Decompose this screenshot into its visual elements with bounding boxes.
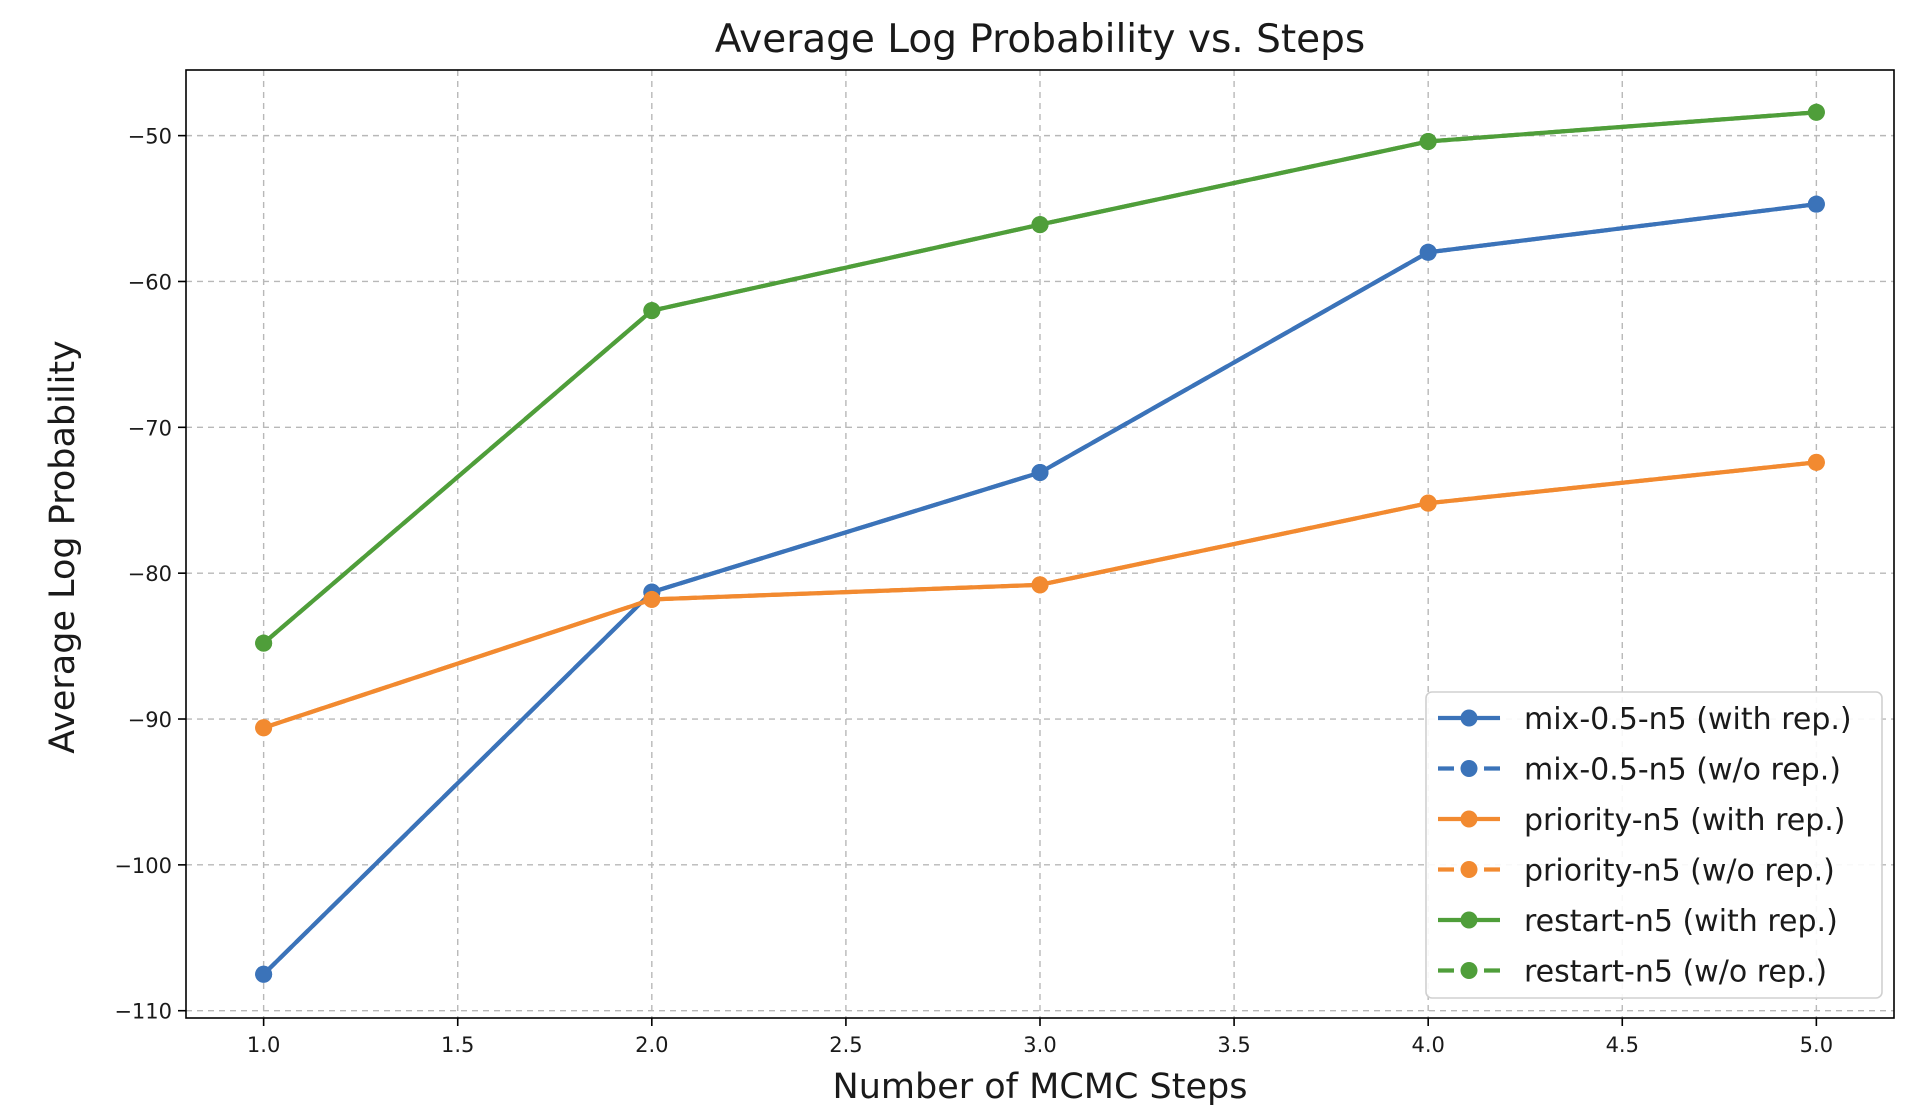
x-tick-label: 1.5 xyxy=(441,1033,474,1057)
legend-label: restart-n5 (w/o rep.) xyxy=(1524,955,1827,990)
data-point xyxy=(1031,216,1049,234)
y-tick-label: −60 xyxy=(128,270,172,294)
y-tick-label: −90 xyxy=(128,708,172,732)
legend-marker xyxy=(1460,709,1478,727)
data-point xyxy=(1419,494,1437,512)
data-point xyxy=(1419,243,1437,261)
data-point xyxy=(1031,576,1049,594)
legend-marker xyxy=(1460,962,1478,979)
data-point xyxy=(255,719,273,737)
series-2 xyxy=(255,453,1825,737)
x-tick-label: 4.5 xyxy=(1606,1033,1639,1057)
x-tick-label: 5.0 xyxy=(1800,1033,1833,1057)
legend-marker xyxy=(1460,810,1478,828)
legend-item: priority-n5 (with rep.) xyxy=(1438,803,1846,838)
legend-marker xyxy=(1460,760,1478,777)
data-point xyxy=(255,634,273,652)
y-axis-title: Average Log Probability xyxy=(43,340,83,754)
data-point xyxy=(1031,464,1049,482)
chart-title: Average Log Probability vs. Steps xyxy=(715,17,1365,62)
data-point xyxy=(643,302,661,320)
y-tick-label: −70 xyxy=(128,416,172,440)
legend-item: mix-0.5-n5 (w/o rep.) xyxy=(1438,753,1841,788)
data-point xyxy=(1807,195,1825,213)
data-point xyxy=(643,590,661,608)
y-tick-label: −100 xyxy=(114,854,172,878)
x-tick-label: 2.0 xyxy=(635,1033,668,1057)
x-tick-label: 4.0 xyxy=(1411,1033,1444,1057)
legend-item: restart-n5 (w/o rep.) xyxy=(1438,955,1827,990)
data-point xyxy=(1419,132,1437,150)
y-tick-label: −110 xyxy=(114,1000,172,1024)
legend-box xyxy=(1425,691,1883,999)
data-point xyxy=(1807,453,1825,471)
plot-area: 1.0 1.5 2.0 2.5 3.0 3.5 4.0 4.5 5.0 −110 −100 −90 −8… xyxy=(114,69,1895,1057)
y-tick-label: −80 xyxy=(128,562,172,586)
x-tick-label: 1.0 xyxy=(247,1033,280,1057)
data-point xyxy=(1807,103,1825,121)
legend-label: mix-0.5-n5 (with rep.) xyxy=(1524,702,1852,737)
legend-item: restart-n5 (with rep.) xyxy=(1438,904,1838,939)
legend-item: priority-n5 (w/o rep.) xyxy=(1438,854,1835,889)
legend-marker xyxy=(1460,911,1478,929)
data-point xyxy=(255,965,273,983)
series-4 xyxy=(255,103,1825,652)
legend-label: restart-n5 (with rep.) xyxy=(1524,904,1838,939)
x-tick-label: 3.5 xyxy=(1217,1033,1250,1057)
legend: mix-0.5-n5 (with rep.) mix-0.5-n5 (w/o re… xyxy=(1425,691,1883,999)
y-tick-label: −50 xyxy=(128,125,172,149)
x-tick-label: 3.0 xyxy=(1023,1033,1056,1057)
x-tick-label: 2.5 xyxy=(829,1033,862,1057)
legend-item: mix-0.5-n5 (with rep.) xyxy=(1438,702,1852,737)
legend-marker xyxy=(1460,861,1478,878)
legend-label: priority-n5 (with rep.) xyxy=(1524,803,1846,838)
legend-label: priority-n5 (w/o rep.) xyxy=(1524,854,1835,889)
x-axis-title: Number of MCMC Steps xyxy=(833,1067,1248,1107)
legend-label: mix-0.5-n5 (w/o rep.) xyxy=(1524,753,1841,788)
